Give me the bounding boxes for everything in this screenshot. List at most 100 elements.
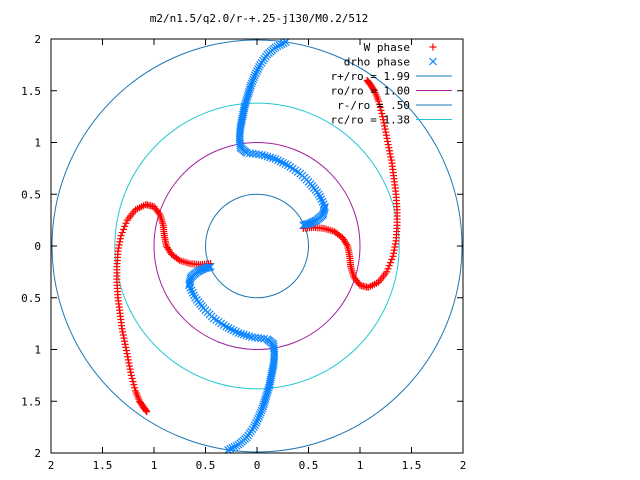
data-point — [200, 264, 209, 273]
data-point — [276, 157, 285, 166]
legend-label: r-/ro = .50 — [337, 99, 410, 112]
data-point — [260, 151, 269, 160]
data-point — [385, 144, 393, 152]
data-point — [387, 156, 395, 164]
data-point — [185, 281, 193, 290]
data-point — [263, 152, 272, 161]
y-tick-label: 0.5 — [21, 188, 41, 201]
data-point — [319, 200, 328, 209]
data-point — [130, 381, 138, 389]
x-tick-label: 1.5 — [402, 459, 422, 472]
data-point — [234, 329, 243, 337]
data-point — [143, 408, 151, 416]
y-tick-label: 1 — [34, 344, 41, 357]
data-point — [274, 156, 282, 165]
x-tick-label: 1 — [151, 459, 158, 472]
x-tick-label: 0 — [254, 459, 261, 472]
circle-3 — [114, 102, 400, 390]
data-point — [232, 441, 241, 450]
data-point — [387, 153, 395, 161]
data-point — [239, 330, 248, 339]
x-tick-label: 2 — [48, 459, 55, 472]
data-point — [120, 334, 128, 342]
data-point — [258, 150, 267, 159]
data-point — [254, 333, 262, 342]
y-tick-label: 1 — [34, 137, 41, 150]
data-point — [386, 150, 394, 158]
y-tick-label: 1.5 — [21, 395, 41, 408]
data-point — [388, 159, 396, 167]
data-point — [379, 113, 387, 121]
data-point — [234, 440, 243, 449]
data-point — [299, 221, 308, 230]
data-point — [379, 116, 387, 124]
data-point — [163, 244, 171, 252]
data-point — [122, 219, 130, 227]
data-point — [381, 125, 389, 133]
data-point — [247, 79, 256, 88]
data-point — [271, 43, 280, 52]
data-point — [266, 153, 275, 162]
data-point — [391, 243, 399, 251]
x-tick-label: 2 — [460, 459, 467, 472]
data-point — [190, 291, 198, 300]
axes-layer: 2 1.5 1 0.5 0 0.5 1 1.5 221.510.500.511.52 — [21, 33, 466, 472]
data-point — [316, 192, 324, 201]
data-point — [251, 421, 259, 429]
data-point — [384, 265, 392, 273]
data-point — [247, 333, 256, 342]
data-point — [257, 334, 266, 343]
data-point — [224, 324, 233, 332]
data-point — [375, 100, 383, 108]
data-point — [382, 131, 390, 139]
data-point — [118, 229, 126, 237]
data-point — [120, 225, 128, 233]
data-point — [188, 288, 197, 297]
x-tick-label: 1.5 — [93, 459, 113, 472]
data-point — [142, 407, 150, 415]
data-point — [382, 128, 390, 136]
data-point — [279, 39, 288, 48]
data-point — [388, 255, 396, 263]
data-point — [255, 150, 263, 159]
legend-label: rc/ro = 1.38 — [331, 114, 410, 127]
data-point — [205, 263, 214, 272]
circle-2 — [205, 193, 309, 299]
data-point — [364, 77, 372, 85]
data-point — [343, 240, 351, 248]
data-point — [206, 262, 215, 271]
data-point — [129, 378, 137, 386]
data-point — [116, 238, 124, 246]
data-point — [258, 404, 267, 413]
series-layer — [113, 38, 401, 454]
data-point — [381, 122, 389, 130]
data-point — [119, 331, 127, 339]
legend-label: r+/ro = 1.99 — [331, 70, 410, 83]
x-tick-label: 0.5 — [299, 459, 319, 472]
legend-marker — [429, 43, 437, 51]
data-point — [202, 264, 211, 272]
data-point — [253, 67, 261, 76]
data-point — [251, 333, 259, 342]
data-point — [254, 414, 262, 423]
data-point — [124, 356, 132, 364]
data-point — [252, 419, 260, 427]
x-tick-label: 1 — [357, 459, 364, 472]
data-point — [118, 325, 126, 333]
data-point — [226, 444, 235, 453]
data-point — [277, 40, 286, 49]
data-point — [384, 141, 392, 149]
data-point — [117, 232, 125, 240]
data-point — [255, 410, 264, 419]
data-point — [237, 329, 246, 338]
data-point — [383, 134, 391, 142]
data-point — [246, 83, 255, 92]
data-point — [127, 368, 135, 376]
data-point — [222, 322, 231, 331]
data-point — [385, 147, 393, 155]
data-point — [186, 283, 195, 292]
data-point — [378, 110, 386, 118]
data-point — [321, 202, 329, 211]
data-point — [115, 244, 123, 252]
data-point — [305, 219, 314, 228]
